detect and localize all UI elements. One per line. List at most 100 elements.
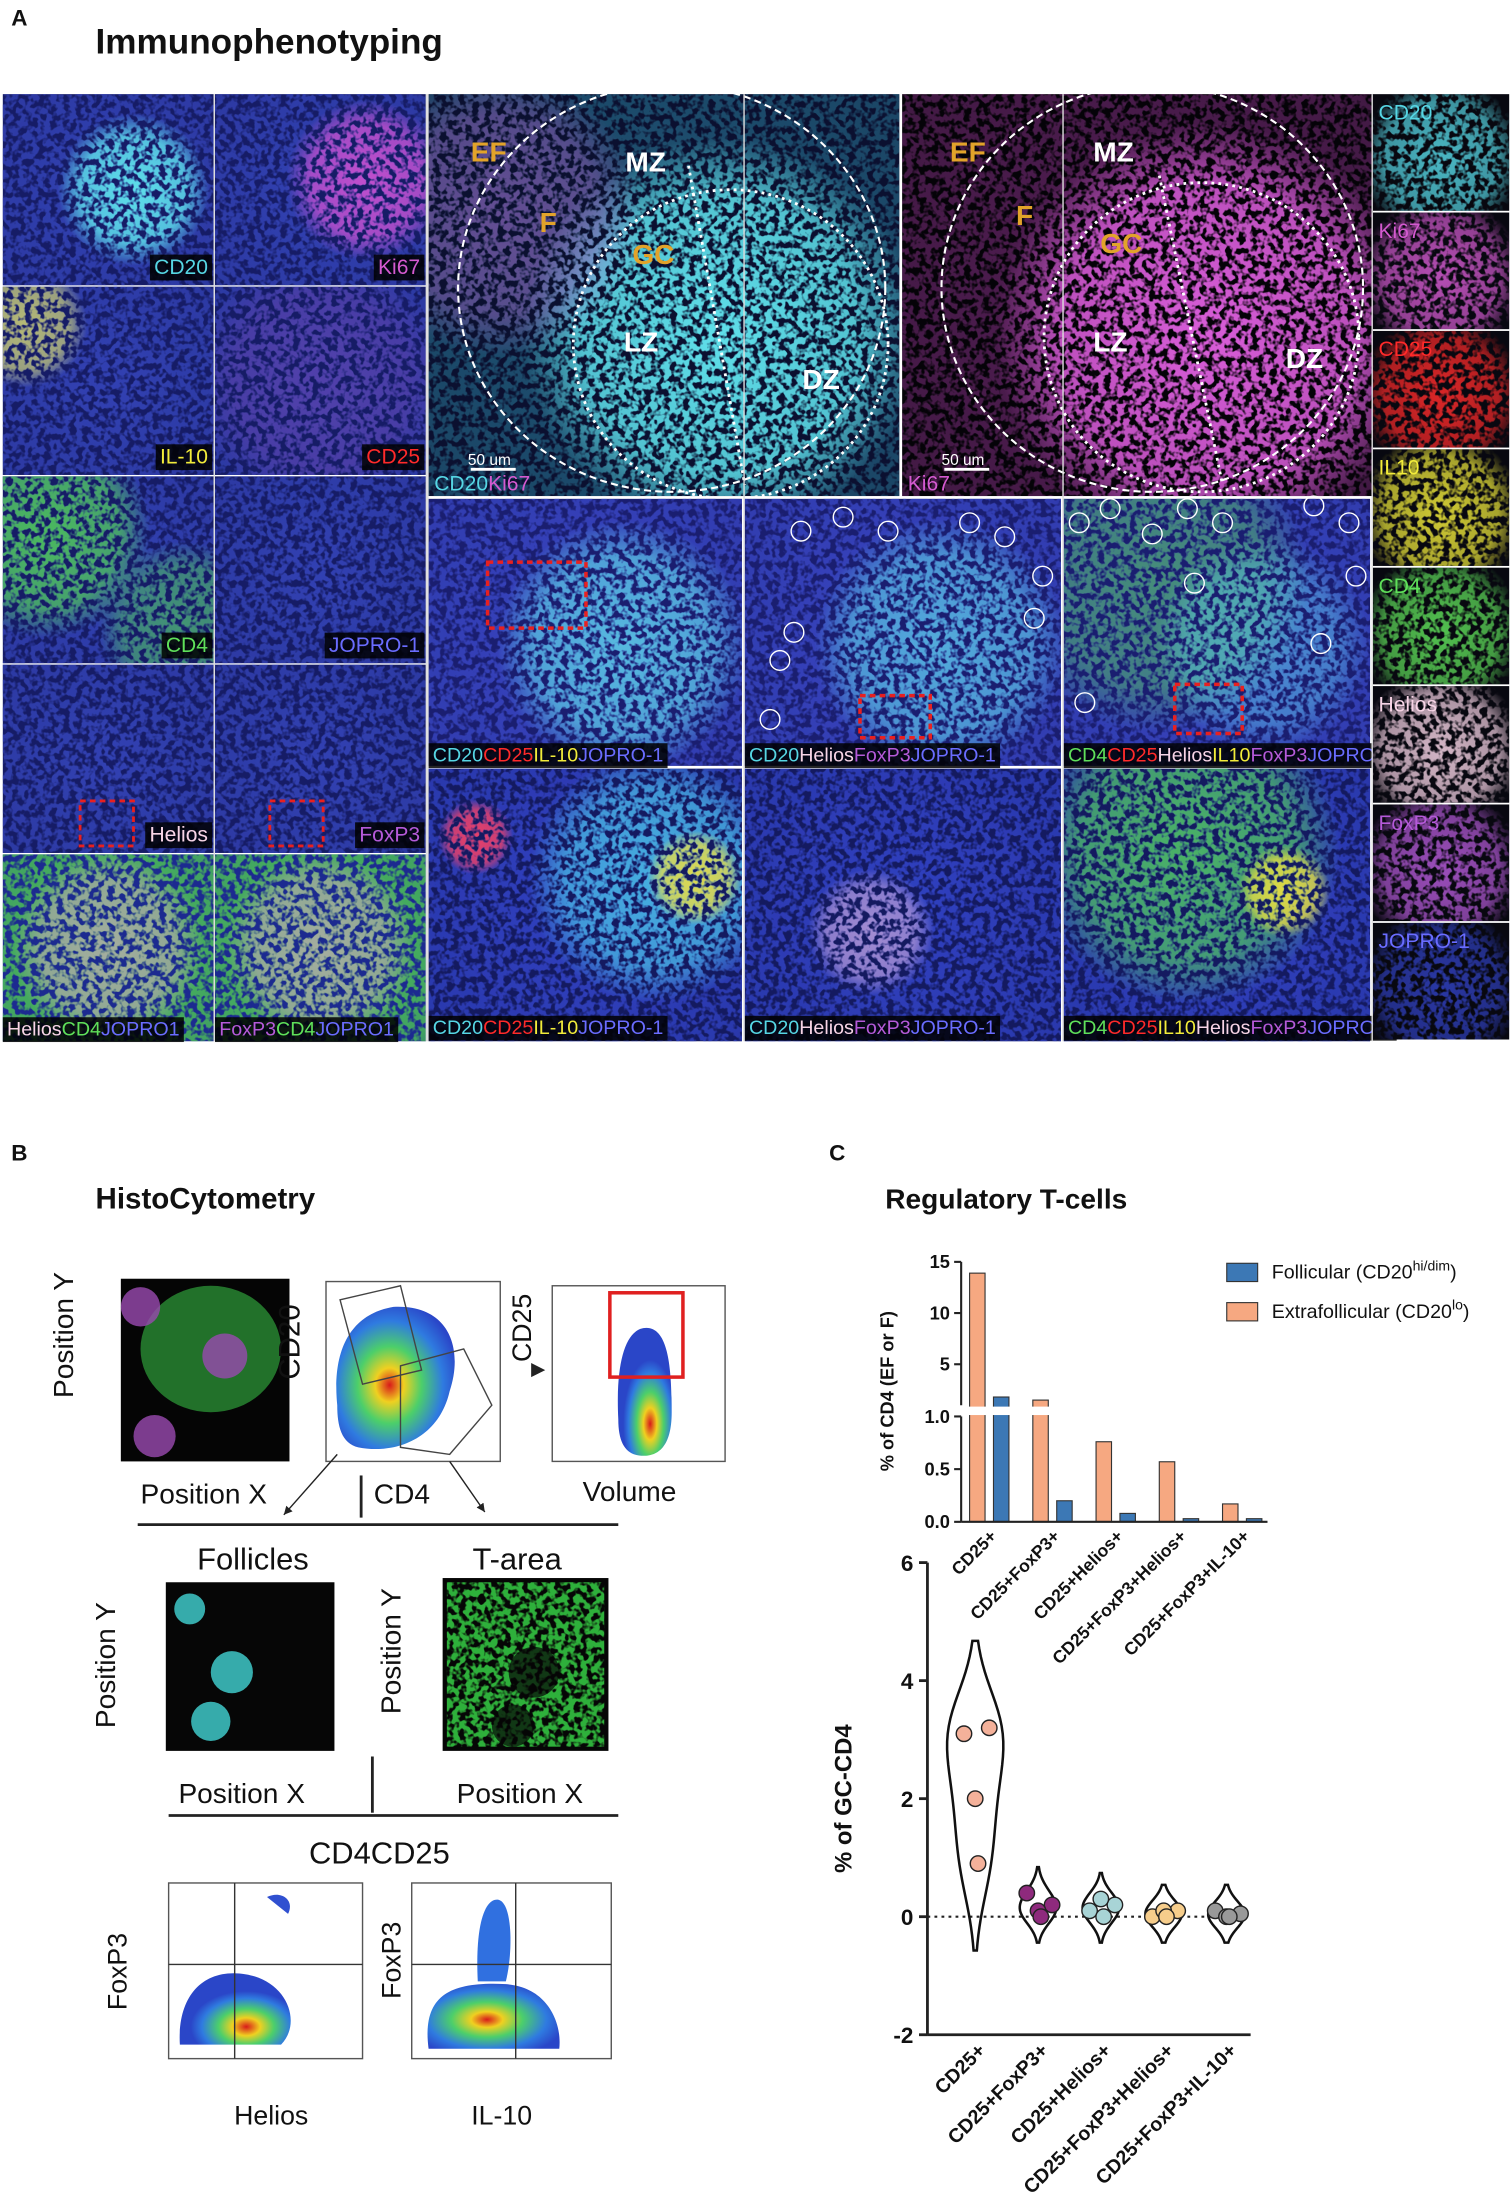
y-tick-label: 15 xyxy=(930,1251,950,1272)
channel-label: CD4 xyxy=(1379,575,1421,598)
data-point xyxy=(1220,1908,1238,1926)
violin xyxy=(1018,1865,1058,1944)
channel-label: Ki67 xyxy=(1379,220,1421,243)
follicle xyxy=(191,1701,231,1742)
stain-signal xyxy=(1372,449,1510,566)
stain-signal xyxy=(744,768,1061,1042)
legend-text: ) xyxy=(1463,1301,1470,1323)
channel-label: CD25 xyxy=(1379,338,1433,361)
bar xyxy=(1095,1441,1113,1523)
data-point xyxy=(1081,1902,1099,1920)
violin xyxy=(1206,1883,1246,1944)
y-tick-label: 0.0 xyxy=(925,1511,950,1532)
axis-label: Position X xyxy=(457,1778,584,1809)
zone-label: MZ xyxy=(625,146,666,177)
bar xyxy=(992,1396,1010,1523)
axis-label: CD20 xyxy=(273,1304,306,1379)
channel-name: FoxP3 xyxy=(1250,1017,1307,1039)
axis-label: CD25 xyxy=(507,1294,537,1362)
zone-label: LZ xyxy=(624,326,658,357)
y-tick-label: 10 xyxy=(930,1302,950,1323)
data-point xyxy=(980,1719,998,1737)
scale-label: 50 um xyxy=(468,452,511,469)
density xyxy=(266,1894,290,1914)
follicle xyxy=(174,1593,206,1625)
zone-outline xyxy=(457,83,887,493)
y-tick-label: 0.5 xyxy=(925,1458,950,1479)
legend-swatch xyxy=(1226,1262,1259,1283)
x-tick-label: CD25+FoxP3+IL-10+ xyxy=(1120,1526,1254,1660)
label-box xyxy=(145,822,213,849)
data-point xyxy=(966,1790,984,1808)
label-box xyxy=(744,743,1001,769)
legend-text: lo xyxy=(1452,1297,1463,1313)
zone-outline xyxy=(571,188,890,501)
channel-name: Helios xyxy=(799,1017,854,1039)
channel-name: CD20 xyxy=(433,745,483,767)
label-box xyxy=(155,444,213,471)
stain-signal xyxy=(214,286,426,475)
bar xyxy=(1032,1399,1049,1523)
data-point xyxy=(1043,1896,1061,1914)
channel-label: CD20Ki67 xyxy=(434,472,530,495)
y-tick-label: 0 xyxy=(901,1905,914,1930)
label-box xyxy=(149,254,213,281)
zone-outline xyxy=(940,83,1365,493)
channel-name: JOPRO xyxy=(1307,745,1375,767)
density xyxy=(427,1983,560,2049)
stain-signal xyxy=(744,498,1061,766)
label-box xyxy=(744,1015,1001,1041)
cell-marker xyxy=(1023,607,1045,629)
cell-marker xyxy=(790,520,812,542)
y-tick-label: 1.0 xyxy=(925,1406,950,1427)
stain-signal xyxy=(214,664,426,853)
follicle-hole xyxy=(508,1646,560,1698)
legend-text: Extrafollicular (CD20 xyxy=(1272,1301,1452,1323)
y-axis-label: % of GC-CD4 xyxy=(831,1724,858,1873)
channel-name: IL-10 xyxy=(533,745,578,767)
channel-name: FoxP3 xyxy=(854,745,911,767)
channel-name: Helios xyxy=(799,745,854,767)
density xyxy=(617,1327,672,1456)
cell-marker xyxy=(759,708,781,731)
channel-name: JOPRO-1 xyxy=(578,745,663,767)
legend-text: Follicular (CD20 xyxy=(1272,1262,1413,1284)
axis-label: Position Y xyxy=(375,1588,406,1714)
zone-label: DZ xyxy=(1286,343,1323,374)
y-tick-label: 2 xyxy=(901,1787,914,1812)
cell-marker xyxy=(1338,512,1360,534)
axis-label: Follicles xyxy=(197,1542,309,1577)
follicle-signal xyxy=(202,1333,248,1379)
channel-name: FoxP3 xyxy=(1250,745,1307,767)
zone-divider xyxy=(687,165,747,486)
stain-signal xyxy=(902,94,1373,497)
zone-label: F xyxy=(1016,200,1033,231)
channel-name: JOPRO-1 xyxy=(1307,1017,1392,1039)
density xyxy=(336,1306,455,1450)
channel-label: CD20HeliosFoxP3JOPRO-1 xyxy=(749,745,996,767)
channel-label: Ki67 xyxy=(378,256,420,279)
channel-label: CD4 xyxy=(166,634,208,657)
stain-signal xyxy=(1372,94,1510,211)
follicle xyxy=(210,1651,253,1694)
channel-name: CD20 xyxy=(749,1017,799,1039)
channel-label: CD4CD25IL10HeliosFoxP3JOPRO-1 xyxy=(1068,1017,1393,1039)
density xyxy=(477,1899,511,1982)
stain-signal xyxy=(1063,498,1371,766)
stain-signal xyxy=(428,498,742,766)
axis-label: FoxP3 xyxy=(376,1922,406,1999)
legend-text: hi/dim xyxy=(1413,1257,1450,1273)
cell-marker xyxy=(1099,498,1121,520)
channel-label: Helios xyxy=(149,824,208,847)
channel-name: JOPRO1 xyxy=(315,1019,394,1041)
channel-label: CD20CD25IL-10JOPRO-1 xyxy=(433,1017,664,1039)
stain-signal xyxy=(214,476,426,664)
stain-signal xyxy=(1372,804,1510,922)
cell-marker xyxy=(1183,572,1205,594)
stain-signal xyxy=(1372,330,1510,448)
stain-signal xyxy=(428,768,742,1042)
channel-label: HeliosCD4JOPRO1 xyxy=(7,1019,180,1041)
cell-marker xyxy=(1068,512,1090,534)
label-box xyxy=(1063,743,1380,769)
